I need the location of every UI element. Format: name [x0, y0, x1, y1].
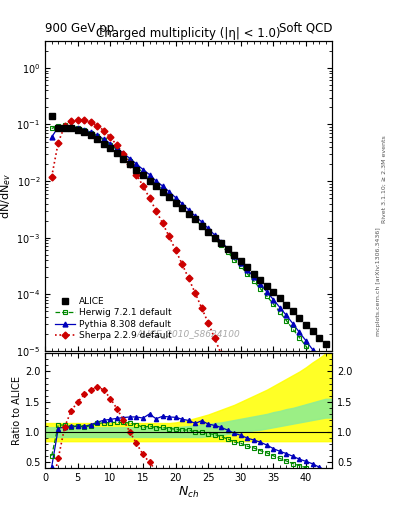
Text: 900 GeV pp: 900 GeV pp	[45, 22, 114, 35]
X-axis label: $N_{ch}$: $N_{ch}$	[178, 485, 199, 500]
Text: ALICE_2010_S8624100: ALICE_2010_S8624100	[137, 329, 241, 338]
Y-axis label: dN/dN$_{ev}$: dN/dN$_{ev}$	[0, 173, 13, 219]
Legend: ALICE, Herwig 7.2.1 default, Pythia 8.308 default, Sherpa 2.2.9 default: ALICE, Herwig 7.2.1 default, Pythia 8.30…	[55, 297, 172, 340]
Text: Soft QCD: Soft QCD	[279, 22, 332, 35]
Title: Charged multiplicity (|η| < 1.0): Charged multiplicity (|η| < 1.0)	[96, 27, 281, 40]
Text: Rivet 3.1.10; ≥ 2.3M events: Rivet 3.1.10; ≥ 2.3M events	[382, 135, 387, 223]
Text: mcplots.cern.ch [arXiv:1306.3436]: mcplots.cern.ch [arXiv:1306.3436]	[376, 227, 381, 336]
Y-axis label: Ratio to ALICE: Ratio to ALICE	[12, 376, 22, 445]
